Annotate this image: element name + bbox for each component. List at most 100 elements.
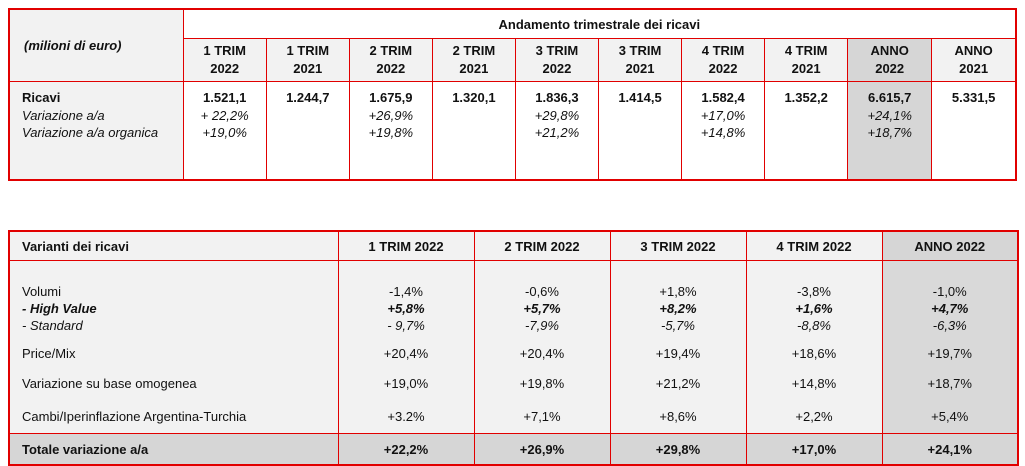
totale-label: Totale variazione a/a bbox=[8, 433, 339, 465]
organic-change: +18,7% bbox=[867, 125, 912, 140]
col-header-year: 2022 bbox=[708, 61, 738, 76]
values-2trim-2021: 1.320,1 bbox=[431, 81, 516, 181]
col-header-period: 4 TRIM bbox=[701, 43, 745, 58]
standard-value: -7,9% bbox=[525, 318, 559, 333]
col-header-year: 2021 bbox=[959, 61, 989, 76]
totale-3trim: +29,8% bbox=[609, 433, 747, 465]
standard-value: - 9,7% bbox=[387, 318, 425, 333]
cambi-anno: +5,4% bbox=[881, 400, 1019, 434]
high-value-value: +5,8% bbox=[387, 301, 425, 316]
organic-change: +14,8% bbox=[700, 125, 746, 140]
yoy-change: +29,8% bbox=[534, 108, 580, 123]
col-header-anno-2021: ANNO 2021 bbox=[931, 38, 1017, 82]
base-omogenea-2trim: +19,8% bbox=[473, 367, 611, 400]
col-header-period: 3 TRIM bbox=[618, 43, 662, 58]
col-header-1trim-2021: 1 TRIM 2021 bbox=[265, 38, 350, 82]
yoy-change: +17,0% bbox=[700, 108, 746, 123]
volumi-values-3trim: +1,8% +8,2% -5,7% bbox=[609, 260, 747, 339]
table1-title: Andamento trimestrale dei ricavi bbox=[182, 8, 1017, 39]
high-value-value: +8,2% bbox=[659, 301, 697, 316]
standard-value: -6,3% bbox=[932, 318, 967, 333]
totale-4trim: +17,0% bbox=[745, 433, 883, 465]
ricavi-row-labels: Ricavi Variazione a/a Variazione a/a org… bbox=[8, 81, 184, 181]
high-value-value: +4,7% bbox=[931, 301, 969, 316]
revenue-value: 5.331,5 bbox=[951, 90, 996, 105]
totale-1trim: +22,2% bbox=[337, 433, 475, 465]
base-omogenea-4trim: +14,8% bbox=[745, 367, 883, 400]
revenue-value: 1.836,3 bbox=[535, 90, 579, 105]
base-omogenea-anno: +18,7% bbox=[881, 367, 1019, 400]
values-3trim-2021: 1.414,5 bbox=[597, 81, 683, 181]
values-1trim-2021: 1.244,7 bbox=[265, 81, 350, 181]
price-mix-1trim: +20,4% bbox=[337, 339, 475, 367]
standard-value: -8,8% bbox=[797, 318, 831, 333]
cambi-label: Cambi/Iperinflazione Argentina-Turchia bbox=[8, 400, 339, 434]
col-header-4trim-2022: 4 TRIM 2022 bbox=[745, 231, 883, 261]
totale-row: Totale variazione a/a +22,2% +26,9% +29,… bbox=[8, 433, 1019, 465]
revenue-value: 1.244,7 bbox=[286, 90, 330, 105]
col-header-period: 1 TRIM bbox=[203, 43, 246, 58]
values-anno-2022: 6.615,7 +24,1% +18,7% bbox=[847, 81, 933, 181]
organic-change: +19,0% bbox=[202, 125, 247, 140]
col-header-year: 2022 bbox=[210, 61, 240, 76]
cambi-3trim: +8,6% bbox=[609, 400, 747, 434]
col-header-year: 2021 bbox=[459, 61, 489, 76]
price-mix-2trim: +20,4% bbox=[473, 339, 611, 367]
cambi-1trim: +3.2% bbox=[337, 400, 475, 434]
price-mix-4trim: +18,6% bbox=[745, 339, 883, 367]
table1-body-row: Ricavi Variazione a/a Variazione a/a org… bbox=[8, 81, 1017, 181]
yoy-change: +26,9% bbox=[368, 108, 414, 123]
unit-label: (milioni di euro) bbox=[8, 8, 184, 82]
col-header-period: 3 TRIM bbox=[535, 43, 579, 58]
col-header-period: 2 TRIM bbox=[369, 43, 413, 58]
price-mix-3trim: +19,4% bbox=[609, 339, 747, 367]
table2-header-row: Varianti dei ricavi 1 TRIM 2022 2 TRIM 2… bbox=[8, 231, 1019, 261]
col-header-period: ANNO bbox=[954, 43, 993, 58]
organic-change: +19,8% bbox=[368, 125, 414, 140]
variazione-aa-label: Variazione a/a bbox=[22, 108, 105, 123]
col-header-period: ANNO bbox=[870, 43, 909, 58]
table1-header-row: 1 TRIM 2022 1 TRIM 2021 2 TRIM 2022 2 TR… bbox=[9, 38, 1017, 82]
col-header-year: 2021 bbox=[625, 61, 655, 76]
volumi-value: +1,8% bbox=[659, 284, 697, 299]
revenue-value: 6.615,7 bbox=[868, 90, 912, 105]
col-header-1trim-2022: 1 TRIM 2022 bbox=[337, 231, 475, 261]
col-header-year: 2022 bbox=[875, 61, 905, 76]
price-mix-anno: +19,7% bbox=[881, 339, 1019, 367]
values-4trim-2022: 1.582,4 +17,0% +14,8% bbox=[681, 81, 766, 181]
table2-title: Varianti dei ricavi bbox=[8, 231, 339, 261]
organic-change: +21,2% bbox=[534, 125, 580, 140]
col-header-3trim-2022: 3 TRIM 2022 bbox=[609, 231, 747, 261]
volumi-values-2trim: -0,6% +5,7% -7,9% bbox=[473, 260, 611, 339]
revenue-value: 1.320,1 bbox=[452, 90, 496, 105]
values-anno-2021: 5.331,5 bbox=[931, 81, 1017, 181]
standard-label: - Standard bbox=[22, 318, 83, 333]
volumi-value: -0,6% bbox=[525, 284, 559, 299]
col-header-3trim-2021: 3 TRIM 2021 bbox=[597, 38, 683, 82]
volumi-values-1trim: -1,4% +5,8% - 9,7% bbox=[337, 260, 475, 339]
revenue-value: 1.521,1 bbox=[203, 90, 247, 105]
tables-gap bbox=[8, 181, 1017, 230]
yoy-change: + 22,2% bbox=[200, 108, 249, 123]
standard-value: -5,7% bbox=[661, 318, 695, 333]
variazione-aa-organica-label: Variazione a/a organica bbox=[22, 125, 159, 140]
col-header-year: 2021 bbox=[791, 61, 821, 76]
price-mix-row: Price/Mix +20,4% +20,4% +19,4% +18,6% +1… bbox=[8, 339, 1019, 367]
volumi-values-4trim: -3,8% +1,6% -8,8% bbox=[745, 260, 883, 339]
col-header-anno-2022: ANNO 2022 bbox=[847, 38, 933, 82]
revenue-value: 1.414,5 bbox=[618, 90, 662, 105]
col-header-anno-2022: ANNO 2022 bbox=[881, 231, 1019, 261]
col-header-year: 2022 bbox=[376, 61, 406, 76]
high-value-label: - High Value bbox=[22, 301, 97, 316]
base-omogenea-3trim: +21,2% bbox=[609, 367, 747, 400]
totale-anno: +24,1% bbox=[881, 433, 1019, 465]
volumi-labels: Volumi - High Value - Standard bbox=[8, 260, 339, 339]
volumi-value: -1,4% bbox=[389, 284, 423, 299]
revenue-value: 1.675,9 bbox=[369, 90, 413, 105]
high-value-value: +5,7% bbox=[523, 301, 561, 316]
cambi-row: Cambi/Iperinflazione Argentina-Turchia +… bbox=[8, 400, 1019, 434]
volumi-value: -3,8% bbox=[797, 284, 831, 299]
values-4trim-2021: 1.352,2 bbox=[764, 81, 849, 181]
revenue-variants-table: Varianti dei ricavi 1 TRIM 2022 2 TRIM 2… bbox=[8, 230, 1019, 466]
